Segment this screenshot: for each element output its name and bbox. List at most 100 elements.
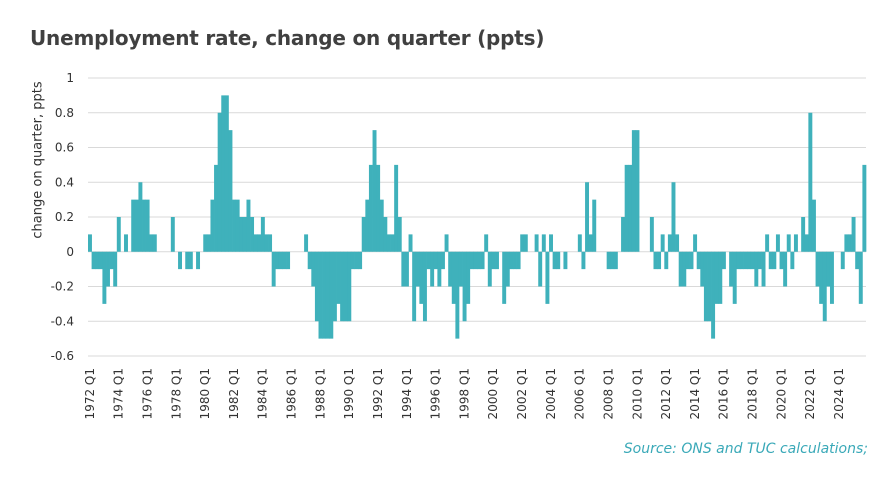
bar bbox=[732, 251, 737, 304]
bar bbox=[466, 251, 471, 304]
y-tick-label: -0.4 bbox=[51, 314, 74, 328]
bar bbox=[480, 251, 485, 270]
bar bbox=[721, 251, 726, 270]
bar bbox=[534, 234, 539, 252]
bar bbox=[260, 217, 265, 252]
x-tick-label: 2000 Q1 bbox=[486, 368, 500, 419]
bar bbox=[714, 251, 719, 304]
bar bbox=[775, 234, 780, 252]
bar bbox=[178, 251, 182, 270]
bar bbox=[286, 251, 291, 270]
bar bbox=[513, 251, 517, 270]
bar bbox=[336, 251, 341, 304]
bar bbox=[552, 251, 557, 270]
bar bbox=[696, 251, 701, 270]
bar bbox=[383, 217, 388, 252]
y-tick-label: 0 bbox=[66, 245, 74, 259]
bar bbox=[538, 251, 543, 287]
x-tick-labels: 1972 Q1 1974 Q1 1976 Q1 1978 Q1 1980 Q1 1982 … bbox=[83, 368, 846, 419]
bar bbox=[462, 251, 467, 322]
bar bbox=[703, 251, 708, 322]
x-tick-label: 1990 Q1 bbox=[342, 368, 356, 419]
x-tick-label: 2014 Q1 bbox=[688, 368, 702, 419]
bar bbox=[138, 182, 143, 252]
bar bbox=[268, 234, 273, 252]
bar bbox=[556, 251, 561, 270]
bar bbox=[635, 130, 640, 252]
bar bbox=[397, 217, 402, 252]
bar bbox=[563, 251, 568, 270]
bar bbox=[221, 95, 226, 252]
bar bbox=[628, 164, 633, 252]
x-tick-label: 2022 Q1 bbox=[803, 368, 817, 419]
bar bbox=[750, 251, 755, 270]
x-tick-label: 1982 Q1 bbox=[227, 368, 241, 419]
bar bbox=[786, 234, 791, 252]
bar bbox=[350, 251, 355, 270]
bar bbox=[678, 251, 683, 287]
bar bbox=[235, 199, 240, 252]
bar bbox=[502, 251, 507, 304]
bar bbox=[718, 251, 723, 304]
x-tick-label: 2004 Q1 bbox=[544, 368, 558, 419]
bar bbox=[91, 251, 96, 270]
bar bbox=[246, 199, 251, 252]
bar bbox=[761, 251, 766, 287]
bar bbox=[804, 234, 809, 252]
bar bbox=[624, 164, 629, 252]
bar bbox=[102, 251, 107, 304]
bar bbox=[437, 251, 442, 287]
bar bbox=[116, 217, 121, 252]
bar bbox=[826, 251, 831, 287]
bar bbox=[394, 164, 399, 252]
bar bbox=[426, 251, 431, 270]
x-tick-label: 1994 Q1 bbox=[400, 368, 414, 419]
bar bbox=[131, 199, 136, 252]
bar bbox=[440, 251, 445, 270]
bar bbox=[113, 251, 118, 287]
bar bbox=[585, 182, 590, 252]
bar bbox=[469, 251, 474, 270]
bar bbox=[822, 251, 827, 322]
bar bbox=[278, 251, 283, 270]
bar bbox=[819, 251, 824, 304]
x-tick-label: 1980 Q1 bbox=[198, 368, 212, 419]
bar bbox=[206, 234, 211, 252]
bar bbox=[275, 251, 280, 270]
x-tick-label: 1984 Q1 bbox=[256, 368, 270, 419]
bar bbox=[152, 234, 157, 252]
bar bbox=[729, 251, 734, 287]
bar bbox=[372, 130, 377, 252]
bar bbox=[145, 199, 150, 252]
bar bbox=[649, 217, 654, 252]
x-tick-label: 1974 Q1 bbox=[112, 368, 126, 419]
bar bbox=[232, 199, 237, 252]
bar bbox=[264, 234, 269, 252]
bar bbox=[808, 112, 813, 252]
bar bbox=[214, 164, 219, 252]
bar bbox=[88, 234, 92, 252]
bar bbox=[754, 251, 759, 287]
bar bbox=[304, 234, 309, 252]
y-tick-label: -0.2 bbox=[51, 280, 74, 294]
bar bbox=[505, 251, 510, 287]
x-tick-label: 1998 Q1 bbox=[457, 368, 471, 419]
x-tick-label: 2018 Q1 bbox=[746, 368, 760, 419]
bar bbox=[433, 251, 438, 270]
bar bbox=[739, 251, 744, 270]
bar bbox=[520, 234, 525, 252]
bar bbox=[188, 251, 193, 270]
bar bbox=[743, 251, 748, 270]
bar bbox=[707, 251, 712, 322]
bar bbox=[386, 234, 391, 252]
bar bbox=[484, 234, 489, 252]
bar bbox=[840, 251, 845, 270]
bar bbox=[487, 251, 492, 287]
x-tick-label: 1988 Q1 bbox=[313, 368, 327, 419]
y-tick-label: -0.6 bbox=[51, 349, 74, 363]
bar bbox=[757, 251, 762, 270]
bar bbox=[847, 234, 852, 252]
bar bbox=[271, 251, 276, 287]
bar bbox=[458, 251, 463, 287]
x-tick-label: 2002 Q1 bbox=[515, 368, 529, 419]
